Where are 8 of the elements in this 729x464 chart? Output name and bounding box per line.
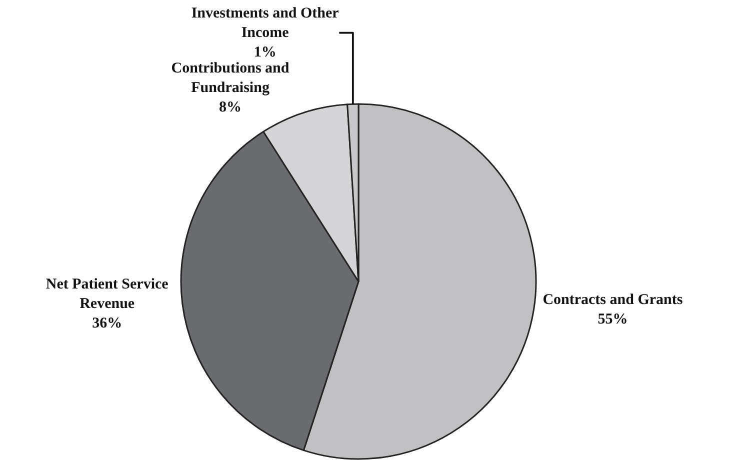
data-label: 1%	[254, 44, 276, 60]
data-label: 8%	[219, 99, 242, 116]
data-label: 36%	[92, 316, 122, 332]
slice-label: Investments and Other Income	[191, 5, 340, 41]
slice-label: Contributions and Fundraising	[171, 60, 290, 96]
data-label: 55%	[598, 311, 628, 328]
slice-label: Net Patient Service Revenue	[46, 276, 169, 312]
slice-label: Contracts and Grants	[542, 292, 683, 308]
